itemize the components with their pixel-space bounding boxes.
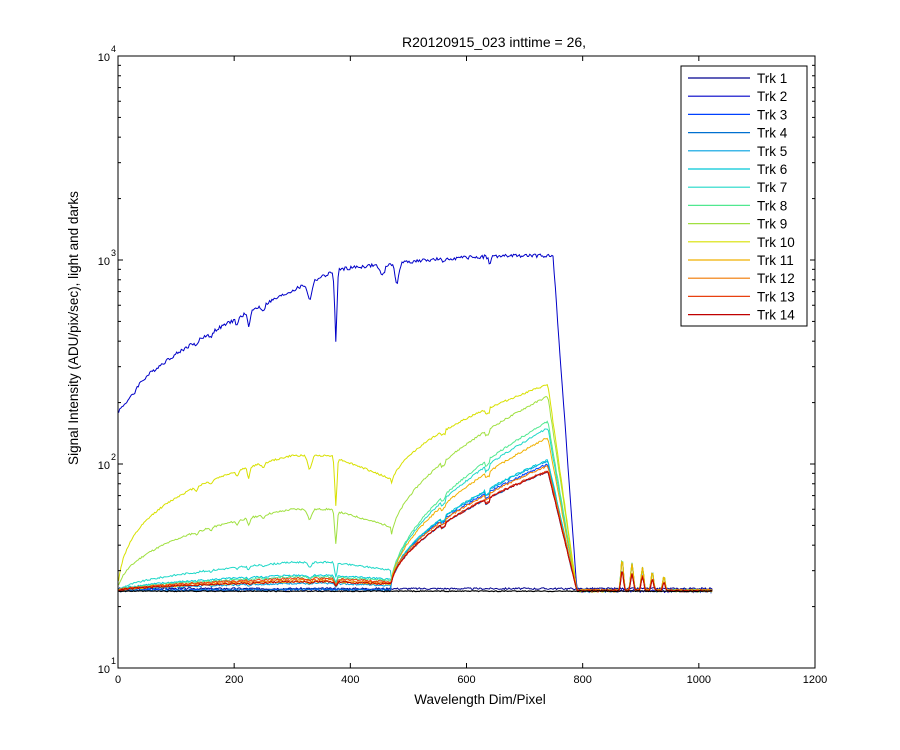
legend: Trk 1 Trk 2 Trk 3 Trk 4 Trk 5 Trk 6 Trk 7 Trk 8…: [680, 65, 808, 327]
chart-title: R20120915_023 inttime = 26,: [402, 34, 586, 50]
dark-baseline: [118, 589, 713, 593]
x-tick-label: 1000: [687, 674, 711, 686]
y-tick-label-base: 10: [98, 256, 110, 268]
legend-entry: Trk 8: [757, 198, 787, 213]
legend-entry: Trk 1: [757, 71, 787, 86]
legend-box: [680, 65, 808, 327]
legend-entry: Trk 14: [757, 308, 795, 323]
y-tick-label-exponent: 1: [111, 656, 116, 666]
x-axis: 0 200 400 600 800 1000 1200: [115, 56, 827, 686]
series-line: [118, 586, 713, 591]
legend-entry: Trk 12: [757, 271, 795, 286]
y-tick-label-base: 10: [98, 664, 110, 676]
x-tick-label: 1200: [803, 674, 827, 686]
legend-entry: Trk 6: [757, 162, 787, 177]
legend-entry: Trk 3: [757, 107, 787, 122]
legend-entry: Trk 10: [757, 235, 795, 250]
x-tick-label: 200: [225, 674, 243, 686]
legend-entry: Trk 13: [757, 289, 795, 304]
legend-entry: Trk 4: [757, 126, 788, 141]
y-tick-label-exponent: 4: [111, 44, 116, 54]
x-tick-label: 400: [341, 674, 359, 686]
legend-entry: Trk 5: [757, 144, 787, 159]
x-axis-label: Wavelength Dim/Pixel: [414, 692, 546, 707]
y-tick-label-exponent: 2: [111, 452, 116, 462]
legend-entry: Trk 7: [757, 180, 787, 195]
series-line: [118, 470, 713, 593]
legend-entry: Trk 11: [757, 253, 794, 268]
y-axis-label: Signal Intensity (ADU/pix/sec), light an…: [66, 191, 81, 465]
x-tick-label: 800: [573, 674, 591, 686]
plot-lines: [118, 253, 713, 594]
x-tick-label: 0: [115, 674, 121, 686]
y-tick-label-base: 10: [98, 52, 110, 64]
x-tick-label: 600: [457, 674, 475, 686]
series-line: [118, 437, 713, 593]
legend-entry: Trk 9: [757, 217, 787, 232]
y-tick-label-exponent: 3: [111, 248, 116, 258]
y-tick-label-base: 10: [98, 460, 110, 472]
legend-entry: Trk 2: [757, 89, 787, 104]
